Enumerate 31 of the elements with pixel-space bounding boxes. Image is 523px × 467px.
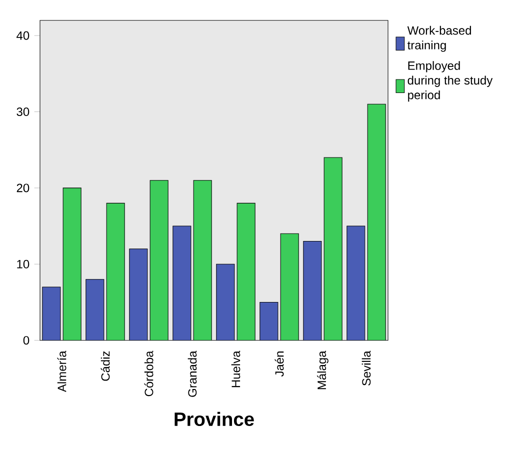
y-tick-label: 40 (16, 31, 30, 40)
x-tick-label: Sevilla (362, 350, 371, 386)
bar (172, 226, 192, 340)
x-tick-label: Granada (188, 350, 197, 397)
y-tick-label: 20 (16, 184, 30, 192)
y-tick-label: 30 (16, 108, 30, 116)
x-tick-label: Málaga (317, 350, 328, 390)
bar (150, 180, 168, 340)
x-axis-title: Province (174, 412, 254, 426)
bar (129, 248, 148, 340)
bar (280, 233, 299, 340)
x-tick-label: Huelva (231, 350, 240, 388)
bar (193, 180, 212, 340)
bar (216, 264, 235, 340)
y-tick-label: 0 (23, 336, 30, 345)
x-tick-label: Jaén (274, 352, 284, 377)
x-tick-label: Córdoba (144, 350, 154, 396)
bar (346, 226, 366, 340)
y-tick-label: 10 (17, 260, 30, 268)
bar (260, 302, 278, 340)
bar (62, 188, 82, 340)
bar (86, 279, 104, 340)
bar (236, 202, 256, 340)
legend-label: Work-based training (407, 26, 471, 52)
bar (303, 241, 322, 340)
bar (106, 202, 125, 340)
x-tick-label: Cádiz (100, 351, 110, 381)
bar (324, 157, 342, 340)
x-tick-label: Almería (57, 350, 66, 392)
legend-label: Employed during the study period (408, 61, 493, 102)
bar (367, 104, 386, 340)
